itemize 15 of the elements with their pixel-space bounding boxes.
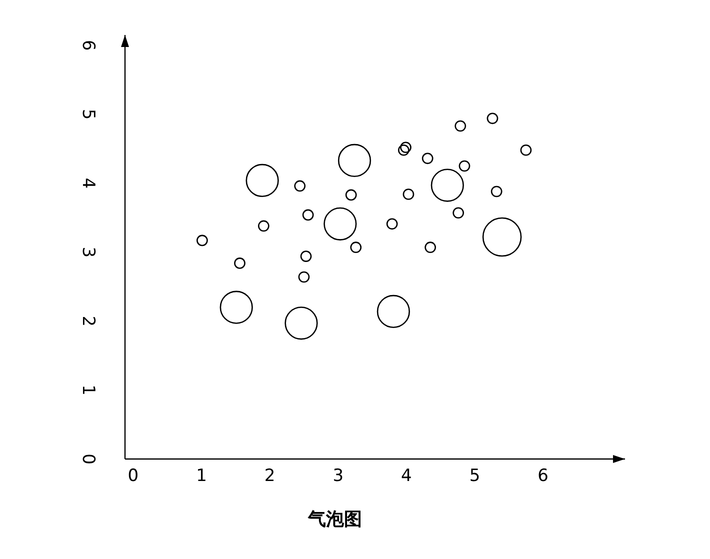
x-tick-label: 6	[538, 466, 548, 486]
x-tick-label: 3	[332, 466, 344, 486]
y-tick-label: 4	[78, 178, 98, 189]
x-tick-label: 1	[196, 466, 207, 486]
x-tick-label: 0	[128, 466, 139, 486]
y-tick-label: 1	[78, 384, 98, 396]
y-tick-label: 6	[78, 40, 98, 51]
x-tick-label: 4	[401, 466, 412, 486]
y-tick-label: 2	[78, 316, 98, 327]
x-axis-title: 气泡图	[307, 509, 362, 530]
y-tick-label: 0	[78, 454, 98, 464]
x-tick-label: 5	[469, 466, 480, 486]
y-tick-label: 5	[78, 108, 98, 120]
x-tick-label: 2	[264, 466, 276, 486]
y-tick-label: 3	[78, 246, 98, 258]
